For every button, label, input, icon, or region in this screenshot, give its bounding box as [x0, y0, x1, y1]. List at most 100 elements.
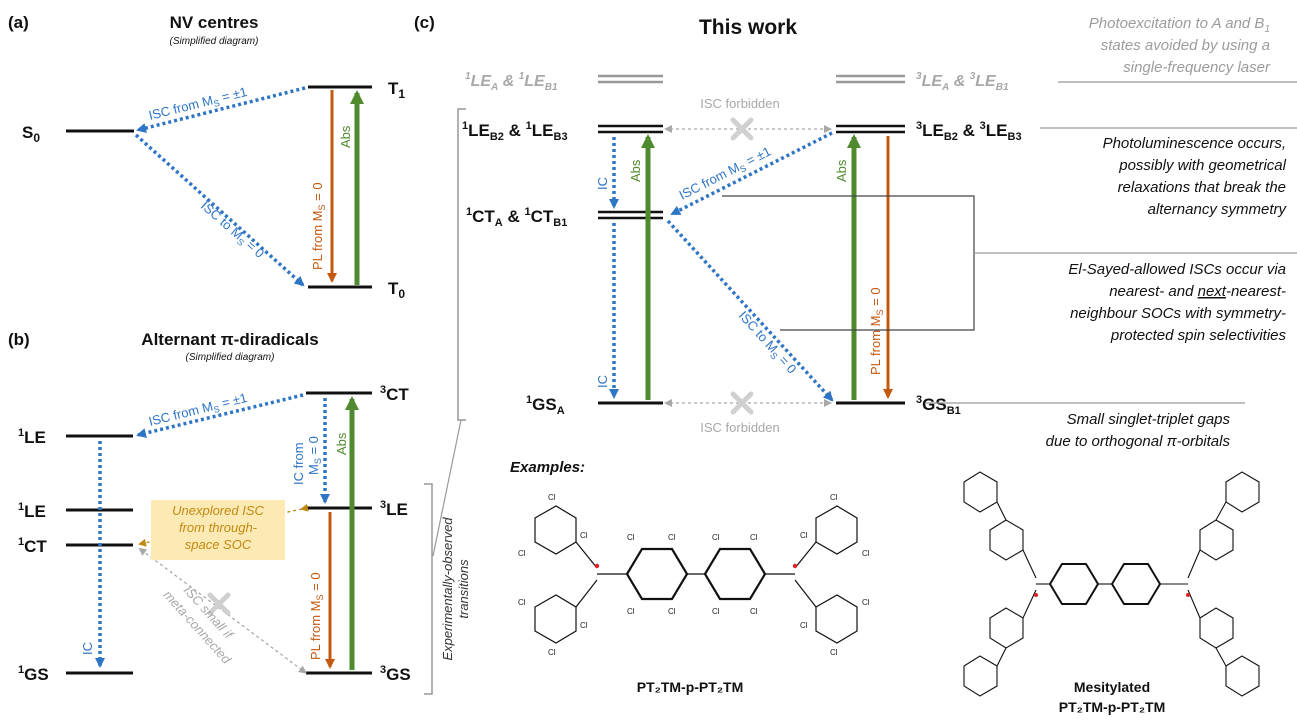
- a-pl-text: PL from MS = 0: [310, 182, 327, 270]
- c-3gs-label: 3GSB1: [916, 394, 961, 417]
- panel-c-label: (c): [414, 13, 435, 32]
- note2-line1: Photoluminescence occurs,: [1103, 135, 1286, 152]
- molecule-1-radical-left: [594, 563, 600, 569]
- svg-text:Cl: Cl: [830, 493, 838, 502]
- c-isc-to-arrow: [666, 219, 834, 402]
- b-isc-from-text: ISC from MS = ±1: [147, 390, 249, 431]
- molecule-2-name-1: Mesitylated: [1074, 679, 1150, 695]
- svg-text:Cl: Cl: [548, 493, 556, 502]
- svg-text:Cl: Cl: [668, 607, 676, 616]
- c-ic-top-text: IC: [595, 177, 610, 190]
- c-3le-gray-label: 3LEA & 3LEB1: [916, 71, 1009, 93]
- note2-line4: alternancy symmetry: [1148, 201, 1288, 218]
- b-1gs-label: 1GS: [18, 664, 49, 684]
- c-isc-forbidden-top: ISC forbidden: [700, 96, 780, 111]
- panel-b-label: (b): [8, 330, 30, 349]
- svg-text:Cl: Cl: [800, 621, 808, 630]
- c-abs-right-text: Abs: [834, 159, 849, 182]
- panel-a-title: NV centres: [170, 13, 259, 32]
- note4-line1: Small singlet-triplet gaps: [1067, 411, 1231, 428]
- svg-text:Cl: Cl: [518, 598, 526, 607]
- c-isc-to-text: ISC to MS = 0: [734, 308, 799, 378]
- svg-text:Cl: Cl: [627, 533, 635, 542]
- note3-line2: nearest- and next-nearest-: [1109, 283, 1286, 300]
- c-pl-text: PL from MS = 0: [868, 287, 885, 375]
- molecule-2-name-2: PT₂TM-p-PT₂TM: [1059, 699, 1166, 715]
- note3-line1: El-Sayed-allowed ISCs occur via: [1068, 261, 1286, 278]
- b-unexplored-line2: from through-: [179, 520, 258, 535]
- svg-text:Cl: Cl: [830, 648, 838, 657]
- molecule-1-cl-labels: Cl Cl Cl Cl Cl Cl Cl Cl Cl Cl Cl Cl Cl C…: [518, 493, 870, 657]
- c-isc-forbidden-bottom: ISC forbidden: [700, 420, 780, 435]
- t1-label: T1: [388, 79, 405, 101]
- b-3le-label: 3LE: [380, 499, 408, 519]
- svg-text:Cl: Cl: [627, 607, 635, 616]
- note-bracket-3: [722, 195, 975, 331]
- molecule-1-name: PT₂TM-p-PT₂TM: [637, 679, 744, 695]
- c-3le-label: 3LEB2 & 3LEB3: [916, 120, 1022, 143]
- svg-text:Cl: Cl: [712, 607, 720, 616]
- panel-c-title: This work: [699, 16, 797, 39]
- svg-text:Cl: Cl: [800, 531, 808, 540]
- c-isc-from-arrow: [670, 131, 833, 216]
- b-ic-from-text-2: MS = 0: [306, 436, 323, 475]
- molecule-1-radical-right: [792, 563, 798, 569]
- bracket-connector: [432, 419, 462, 557]
- c-1gs-label: 1GSA: [526, 394, 565, 417]
- b-ic-from-text-1: IC from: [291, 442, 306, 485]
- svg-text:Cl: Cl: [580, 621, 588, 630]
- panel-a-subtitle: (Simplified diagram): [170, 36, 259, 47]
- panel-b-title: Alternant π-diradicals: [141, 330, 318, 349]
- a-isc-to-arrow: [134, 133, 305, 287]
- t0-label: T0: [388, 279, 405, 301]
- svg-text:Cl: Cl: [548, 648, 556, 657]
- b-1ct-label: 1CT: [18, 536, 47, 556]
- note3-line3: neighbour SOCs with symmetry-: [1070, 305, 1286, 322]
- svg-text:Cl: Cl: [750, 533, 758, 542]
- c-1le-label: 1LEB2 & 1LEB3: [462, 120, 568, 143]
- c-1ct-label: 1CTA & 1CTB1: [466, 206, 567, 229]
- exp-text-1: Experimentally-observed: [440, 517, 455, 661]
- b-ic-text: IC: [80, 642, 95, 655]
- molecule-2-radical-right: [1186, 593, 1190, 597]
- s0-label: S0: [22, 123, 40, 145]
- c-left-bracket: [457, 108, 466, 421]
- svg-text:Cl: Cl: [518, 549, 526, 558]
- note2-line2: possibly with geometrical: [1118, 157, 1286, 174]
- note1-line2: states avoided by using a: [1101, 37, 1270, 54]
- molecule-2-structure: [963, 471, 1260, 697]
- b-isc-small-arrow: [138, 547, 307, 674]
- molecule-2-radical-left: [1034, 593, 1038, 597]
- b-isc-from-arrow: [136, 393, 304, 438]
- c-ic-bottom-text: IC: [595, 375, 610, 388]
- svg-text:Cl: Cl: [668, 533, 676, 542]
- examples-heading: Examples:: [510, 459, 585, 476]
- exp-bracket: [424, 483, 433, 695]
- svg-text:Cl: Cl: [580, 531, 588, 540]
- b-unexplored-line1: Unexplored ISC: [172, 503, 264, 518]
- a-abs-text: Abs: [338, 125, 353, 148]
- c-1le-gray-label: 1LEA & 1LEB1: [465, 71, 558, 93]
- b-abs-text: Abs: [334, 432, 349, 455]
- b-3gs-label: 3GS: [380, 664, 411, 684]
- exp-text-2: transitions: [456, 559, 471, 619]
- panel-b-subtitle: (Simplified diagram): [186, 352, 275, 363]
- note3-line4: protected spin selectivities: [1110, 327, 1287, 344]
- molecule-1-structure: [534, 505, 858, 644]
- b-1le-top-label: 1LE: [18, 427, 46, 447]
- svg-text:Cl: Cl: [862, 549, 870, 558]
- note1-line1: Photoexcitation to A and B1: [1089, 15, 1270, 35]
- c-abs-left-text: Abs: [628, 159, 643, 182]
- svg-text:Cl: Cl: [750, 607, 758, 616]
- panel-a-label: (a): [8, 13, 29, 32]
- b-1le-mid-label: 1LE: [18, 501, 46, 521]
- b-unexplored-line3: space SOC: [185, 537, 252, 552]
- c-isc-from-text: ISC from MS = ±1: [677, 143, 775, 204]
- note4-line2: due to orthogonal π-orbitals: [1046, 433, 1231, 450]
- a-isc-to-text: ISC to MS = 0: [197, 198, 268, 262]
- note1-line3: single-frequency laser: [1123, 59, 1271, 76]
- svg-text:Cl: Cl: [862, 598, 870, 607]
- note2-line3: relaxations that break the: [1118, 179, 1286, 196]
- a-isc-from-arrow: [136, 86, 306, 133]
